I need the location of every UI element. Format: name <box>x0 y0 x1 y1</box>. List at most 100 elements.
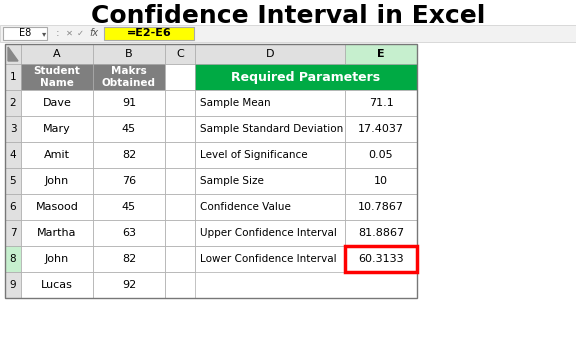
Text: 76: 76 <box>122 176 136 186</box>
Text: John: John <box>45 176 69 186</box>
Text: 10: 10 <box>374 176 388 186</box>
Bar <box>195 194 345 220</box>
Text: 81.8867: 81.8867 <box>358 228 404 238</box>
Text: Lucas: Lucas <box>41 280 73 290</box>
Bar <box>345 194 417 220</box>
Bar <box>165 44 195 64</box>
Bar <box>195 220 345 246</box>
Bar <box>195 44 345 64</box>
Text: John: John <box>45 254 69 264</box>
Text: Martha: Martha <box>37 228 77 238</box>
Text: Sample Size: Sample Size <box>200 176 264 186</box>
Text: 82: 82 <box>122 254 136 264</box>
Bar <box>5 220 21 246</box>
Text: :: : <box>56 28 60 39</box>
Bar <box>345 220 417 246</box>
Text: 7: 7 <box>10 228 16 238</box>
Text: =E2-E6: =E2-E6 <box>127 28 172 39</box>
Bar <box>5 194 21 220</box>
Polygon shape <box>8 47 18 61</box>
Bar <box>345 116 417 142</box>
Text: C: C <box>176 49 184 59</box>
Text: 0.05: 0.05 <box>369 150 393 160</box>
Bar <box>165 116 195 142</box>
Bar <box>93 64 165 90</box>
Bar <box>5 44 21 64</box>
Text: 9: 9 <box>10 280 16 290</box>
Text: 5: 5 <box>10 176 16 186</box>
Bar <box>21 168 93 194</box>
Bar <box>5 64 21 90</box>
Bar <box>165 194 195 220</box>
Text: Student
Name: Student Name <box>33 66 81 88</box>
Text: Amit: Amit <box>44 150 70 160</box>
Text: Lower Confidence Interval: Lower Confidence Interval <box>200 254 336 264</box>
Bar <box>345 246 417 272</box>
Text: E8: E8 <box>19 28 31 39</box>
Bar <box>21 220 93 246</box>
Bar <box>5 44 417 298</box>
Bar <box>165 168 195 194</box>
Bar <box>21 246 93 272</box>
Bar <box>21 90 93 116</box>
Text: 2: 2 <box>10 98 16 108</box>
Text: 6: 6 <box>10 202 16 212</box>
Text: 60.3133: 60.3133 <box>358 254 404 264</box>
Bar <box>195 246 345 272</box>
Bar <box>5 142 21 168</box>
Text: Confidence Interval in Excel: Confidence Interval in Excel <box>91 4 485 28</box>
Bar <box>5 90 21 116</box>
Text: Masood: Masood <box>36 202 78 212</box>
Text: ✓: ✓ <box>77 29 84 38</box>
Bar <box>345 168 417 194</box>
Text: ✕: ✕ <box>66 29 73 38</box>
Text: Dave: Dave <box>43 98 71 108</box>
Text: 82: 82 <box>122 150 136 160</box>
Bar <box>195 90 345 116</box>
Bar <box>21 142 93 168</box>
Bar <box>345 44 417 64</box>
Text: 10.7867: 10.7867 <box>358 202 404 212</box>
Text: 71.1: 71.1 <box>369 98 393 108</box>
Text: A: A <box>53 49 61 59</box>
Bar <box>93 116 165 142</box>
Text: Sample Mean: Sample Mean <box>200 98 271 108</box>
Text: 63: 63 <box>122 228 136 238</box>
Bar <box>165 272 195 298</box>
Text: 8: 8 <box>10 254 16 264</box>
Bar <box>93 168 165 194</box>
Bar <box>3 27 47 40</box>
Bar <box>5 168 21 194</box>
Bar <box>165 90 195 116</box>
Bar <box>21 272 93 298</box>
Bar <box>5 272 21 298</box>
Bar <box>5 246 21 272</box>
Text: Mary: Mary <box>43 124 71 134</box>
Bar <box>93 220 165 246</box>
Bar <box>93 90 165 116</box>
Text: 4: 4 <box>10 150 16 160</box>
Text: Sample Standard Deviation: Sample Standard Deviation <box>200 124 343 134</box>
Bar <box>165 64 195 90</box>
Bar <box>195 64 417 90</box>
Bar <box>165 246 195 272</box>
Text: Required Parameters: Required Parameters <box>232 70 381 83</box>
Bar <box>195 168 345 194</box>
Bar <box>21 64 93 90</box>
Bar <box>165 220 195 246</box>
Text: Makrs
Obtained: Makrs Obtained <box>102 66 156 88</box>
Text: E: E <box>377 49 385 59</box>
Bar <box>93 194 165 220</box>
Text: Upper Confidence Interval: Upper Confidence Interval <box>200 228 337 238</box>
Bar <box>21 116 93 142</box>
Text: Confidence Value: Confidence Value <box>200 202 291 212</box>
Bar <box>345 142 417 168</box>
Bar <box>93 142 165 168</box>
Bar <box>21 44 93 64</box>
Text: B: B <box>125 49 133 59</box>
Text: 45: 45 <box>122 124 136 134</box>
Bar <box>93 272 165 298</box>
Bar <box>5 116 21 142</box>
Bar <box>93 246 165 272</box>
Text: 91: 91 <box>122 98 136 108</box>
